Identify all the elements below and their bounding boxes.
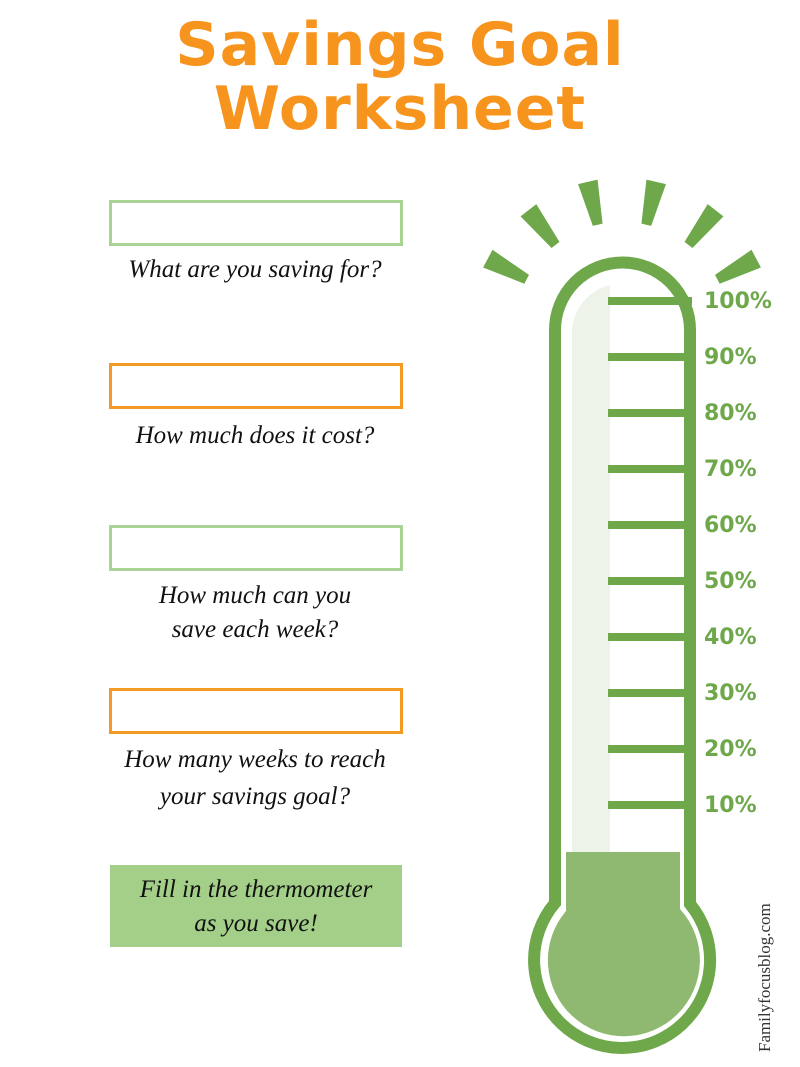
tick-label: 90%	[704, 345, 757, 370]
field-label: How much can you	[158, 582, 352, 609]
note-text: as you save!	[194, 910, 318, 937]
input-box[interactable]	[109, 688, 403, 734]
field-label: save each week?	[171, 616, 339, 643]
input-box[interactable]	[109, 525, 403, 571]
fill-level	[547, 852, 700, 1037]
field-label: How many weeks to reach	[124, 746, 386, 773]
field-label: your savings goal?	[159, 783, 351, 810]
input-box[interactable]	[109, 200, 403, 246]
title: Worksheet	[213, 74, 587, 144]
field-label: How much does it cost?	[135, 422, 375, 449]
title: Savings Goal	[175, 10, 625, 80]
tick-label: 20%	[704, 737, 757, 762]
thermometer-outline	[528, 256, 717, 1054]
credit: Familyfocusblog.com	[755, 903, 774, 1052]
tick-label: 70%	[704, 457, 757, 482]
input-box[interactable]	[109, 363, 403, 409]
note-box: Fill in the thermometer as you save!	[110, 865, 402, 947]
tick-label: 60%	[704, 513, 757, 538]
tick-label: 40%	[704, 625, 757, 650]
tick-label: 30%	[704, 681, 757, 706]
tick-label: 50%	[704, 569, 757, 594]
tick-label: 80%	[704, 401, 757, 426]
note-text: Fill in the thermometer	[139, 876, 373, 903]
field-label: What are you saving for?	[128, 256, 382, 283]
highlight	[572, 285, 610, 852]
rays	[483, 179, 761, 284]
tick-label: 100%	[704, 289, 772, 314]
tick-label: 10%	[704, 793, 757, 818]
